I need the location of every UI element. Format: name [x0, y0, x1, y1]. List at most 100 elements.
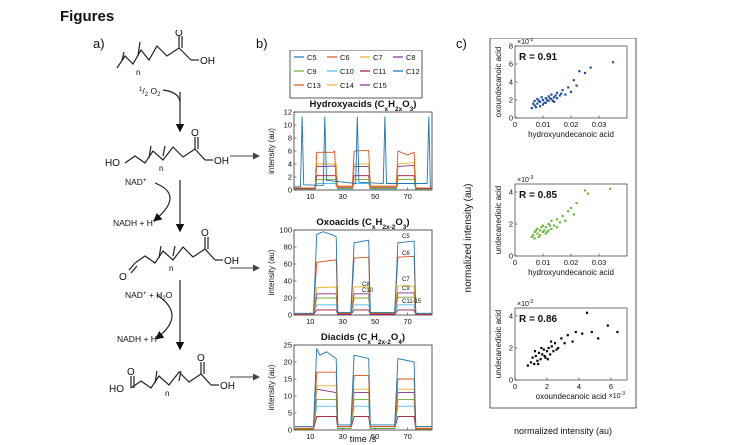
y-tick-label: 60	[284, 260, 292, 269]
series-line-c5	[294, 348, 432, 428]
data-point	[544, 232, 547, 235]
data-point	[541, 353, 544, 356]
x-tick-label: 0	[513, 258, 517, 267]
data-point	[575, 202, 578, 205]
plot-frame	[293, 344, 433, 431]
x-tick-label: 0.03	[592, 120, 607, 129]
molecule-hydroxyundecanoic-acid	[124, 137, 213, 164]
y-axis-label: intensity (au)	[267, 364, 276, 410]
x-tick-label: 50	[371, 192, 379, 201]
panel-c-frame	[489, 38, 637, 409]
label-o-4b: O	[197, 353, 205, 364]
data-point	[544, 226, 547, 229]
y-tick-label: 20	[284, 358, 292, 367]
annotation-c6: C6	[402, 251, 410, 257]
data-point	[590, 330, 593, 334]
data-point	[547, 95, 550, 98]
legend-label-c6: C6	[340, 53, 350, 62]
data-point	[609, 187, 612, 190]
annotation-c8: C8	[362, 282, 370, 288]
reagent-nad-1: NAD+	[125, 177, 147, 187]
x-tick-label: 0.01	[536, 120, 551, 129]
legend-label-c14: C14	[340, 81, 354, 90]
x-tick-label: 0	[513, 120, 517, 129]
data-point	[532, 102, 535, 105]
data-point	[537, 235, 540, 238]
plot-frame	[514, 307, 628, 381]
y-tick-label: 5	[288, 409, 292, 418]
data-point	[544, 97, 547, 100]
x-exponent-label: ×10-3	[609, 391, 626, 400]
data-point	[536, 227, 539, 230]
timeseries-plot-1: Hydroxyacids (CxH2xO3) 0 2 4 6 8 10 12 10 30 50 70 i…	[267, 99, 433, 201]
data-point	[567, 210, 570, 213]
label-oh-1: OH	[200, 56, 215, 67]
label-n-3: n	[169, 264, 173, 273]
legend-box	[289, 50, 423, 99]
data-point	[585, 311, 589, 314]
annotation-c10: C10	[362, 288, 374, 294]
x-tick-label: 10	[306, 432, 314, 441]
legend-label-c11: C11	[373, 67, 386, 76]
data-point	[537, 362, 540, 366]
x-axis-label: hydroxyundecanoic acid	[528, 130, 614, 139]
data-point	[541, 224, 545, 227]
arrow-cofactor-2	[153, 182, 171, 222]
x-tick-label: 30	[339, 317, 347, 326]
x-tick-label: 70	[403, 317, 411, 326]
y-axis-label: intensity (au)	[267, 249, 276, 295]
y-tick-label: 0	[509, 376, 513, 385]
data-point	[583, 71, 587, 75]
label-oh-2: OH	[214, 156, 229, 167]
series-line-c9	[294, 398, 432, 430]
data-point	[533, 104, 536, 107]
x-tick-label: 0.03	[592, 258, 607, 267]
plot-title: Oxoacids (CxH2x-2O3)	[316, 217, 409, 231]
y-tick-label: 2	[509, 96, 513, 105]
reagent-o2: 1/2 O2	[139, 86, 161, 98]
panel-a-label: a)	[93, 36, 105, 51]
data-point	[575, 84, 578, 87]
series-line-c11	[294, 415, 432, 430]
legend-label-c5: C5	[307, 53, 317, 62]
data-point	[533, 237, 536, 240]
y-tick-label: 25	[284, 341, 292, 350]
series-line-c6	[294, 371, 432, 429]
x-tick-label: 0.01	[536, 258, 551, 267]
y-tick-label: 0	[509, 114, 513, 123]
data-point	[553, 96, 556, 99]
data-point	[561, 89, 564, 92]
y-tick-label: 20	[284, 294, 292, 303]
series-line-c8	[294, 292, 432, 316]
data-point	[572, 213, 575, 216]
y-tick-label: 6	[288, 147, 292, 156]
data-point	[530, 107, 533, 110]
data-point	[539, 100, 542, 103]
y-tick-label: 0	[288, 186, 292, 195]
data-point	[536, 98, 539, 101]
x-tick-label: 2	[545, 382, 549, 391]
legend-label-c7: C7	[373, 53, 383, 62]
series-line-c10	[294, 304, 432, 316]
data-point	[555, 91, 559, 94]
y-tick-label: 6	[509, 60, 513, 69]
data-point	[553, 100, 556, 103]
data-point	[549, 340, 553, 343]
x-axis-label: oxoundecanoic acid	[536, 392, 607, 401]
x-tick-label: 50	[371, 432, 379, 441]
correlation-label: R = 0.91	[519, 52, 558, 63]
x-tick-label: 10	[306, 317, 314, 326]
y-axis-label: undecanedioic acid	[494, 186, 503, 255]
y-tick-label: 0	[509, 252, 513, 261]
data-point	[558, 94, 561, 97]
data-point	[566, 334, 569, 337]
data-point	[555, 218, 559, 221]
data-point	[533, 350, 537, 353]
plot-title: Diacids (CxH2x-2O4)	[321, 332, 405, 346]
reaction-scheme: OH O n HO OH O n O OH O n HO OH O O n 1/…	[105, 30, 239, 398]
series-line-c6	[294, 255, 432, 315]
data-point	[534, 354, 537, 358]
data-point	[530, 235, 533, 238]
data-point	[589, 66, 592, 69]
data-point	[547, 346, 550, 350]
